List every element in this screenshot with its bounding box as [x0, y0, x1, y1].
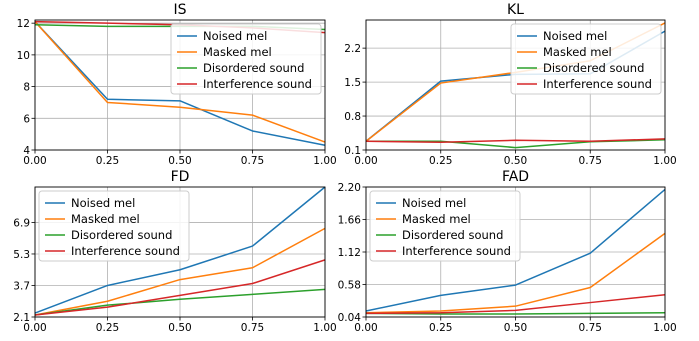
legend-entry: Interference sound [402, 244, 511, 258]
series-line-noised-mel [365, 188, 666, 312]
chart-title: IS [173, 2, 186, 18]
y-tick-label: 10 [17, 50, 30, 62]
legend-entry: Disordered sound [543, 61, 644, 75]
chart-title: FD [171, 169, 190, 185]
legend-entry: Masked mel [543, 45, 612, 59]
legend-entry: Noised mel [543, 29, 607, 43]
legend-entry: Interference sound [71, 244, 180, 258]
y-tick-label: 8 [23, 82, 30, 94]
legend: Noised mel Masked mel Disordered sound Inte… [510, 23, 662, 95]
x-tick-label: 1.00 [313, 322, 336, 334]
x-tick-label: 0.00 [23, 322, 46, 334]
series-line-noised-mel [34, 21, 326, 146]
x-tick-label: 1.00 [653, 322, 676, 334]
legend-entry: Interference sound [203, 77, 312, 91]
legend-entry: Masked mel [203, 45, 272, 59]
legend-entry: Interference sound [543, 77, 652, 91]
legend-entry: Disordered sound [71, 228, 172, 242]
legend-entry: Noised mel [71, 196, 135, 210]
x-tick-label: 0.50 [504, 322, 527, 334]
legend-box [510, 23, 662, 95]
x-tick-label: 0.00 [354, 155, 377, 167]
series-line-disordered-sound [34, 288, 326, 316]
x-tick-label: 0.50 [168, 155, 191, 167]
y-tick-label: 6 [23, 113, 30, 125]
series-line-interference-sound [365, 138, 666, 143]
legend-entry: Masked mel [71, 212, 140, 226]
legend-box [369, 190, 521, 262]
chart-title: KL [507, 2, 524, 18]
y-tick-label: 5.3 [13, 249, 30, 261]
y-tick-label: 12 [17, 18, 30, 30]
y-tick-label: 3.7 [13, 280, 30, 292]
x-tick-label: 0.00 [354, 322, 377, 334]
y-tick-label: 0.58 [338, 280, 361, 292]
x-tick-label: 0.00 [23, 155, 46, 167]
x-tick-label: 0.50 [168, 322, 191, 334]
legend-box [170, 23, 322, 95]
y-tick-label: 4 [23, 145, 30, 157]
x-tick-label: 0.75 [579, 155, 602, 167]
legend-entry: Noised mel [402, 196, 466, 210]
x-tick-label: 0.50 [504, 155, 527, 167]
x-tick-label: 0.75 [579, 322, 602, 334]
legend-entry: Noised mel [203, 29, 267, 43]
y-tick-label: 2.1 [13, 312, 30, 324]
x-tick-label: 0.25 [96, 322, 119, 334]
x-tick-label: 1.00 [313, 155, 336, 167]
series-line-interference-sound [34, 259, 326, 316]
y-tick-label: 2.20 [338, 182, 361, 194]
y-tick-label: 0.1 [344, 145, 361, 157]
legend: Noised mel Masked mel Disordered sound Inte… [170, 23, 322, 95]
series-line-masked-mel [365, 232, 666, 314]
legend-entry: Masked mel [402, 212, 471, 226]
legend-entry: Disordered sound [203, 61, 304, 75]
series-line-disordered-sound [365, 312, 666, 315]
y-tick-label: 1.66 [338, 215, 362, 227]
panel-fd: 0.00 0.25 0.50 0.75 1.00 2.1 3.7 5.3 6.9 FD Noised… [13, 169, 336, 334]
y-tick-label: 1.12 [338, 247, 361, 259]
x-tick-label: 0.25 [429, 155, 452, 167]
panel-is: 0.00 0.25 0.50 0.75 1.00 4 6 8 10 12 IS Noised mel M… [17, 2, 337, 167]
y-tick-label: 0.04 [338, 312, 362, 324]
x-tick-label: 0.75 [241, 155, 264, 167]
y-tick-label: 0.8 [344, 111, 361, 123]
series-line-masked-mel [34, 21, 326, 143]
x-tick-label: 0.25 [429, 322, 452, 334]
legend: Noised mel Masked mel Disordered sound Inte… [369, 190, 521, 262]
series-line-noised-mel [34, 186, 326, 314]
legend: Noised mel Masked mel Disordered sound Inte… [38, 190, 190, 262]
y-tick-label: 1.5 [344, 77, 361, 89]
x-tick-label: 0.25 [96, 155, 119, 167]
chart-title: FAD [502, 169, 529, 185]
y-tick-label: 6.9 [13, 217, 30, 229]
x-tick-label: 0.75 [241, 322, 264, 334]
panel-kl: 0.00 0.25 0.50 0.75 1.00 0.1 0.8 1.5 2.2 KL Noised… [344, 2, 676, 167]
series-line-interference-sound [365, 293, 666, 315]
panel-fad: 0.00 0.25 0.50 0.75 1.00 0.04 0.58 1.12 1.66 2.20… [338, 169, 677, 334]
x-tick-label: 1.00 [653, 155, 676, 167]
legend-box [38, 190, 190, 262]
series-line-masked-mel [34, 227, 326, 316]
y-tick-label: 2.2 [344, 43, 361, 55]
legend-entry: Disordered sound [402, 228, 503, 242]
